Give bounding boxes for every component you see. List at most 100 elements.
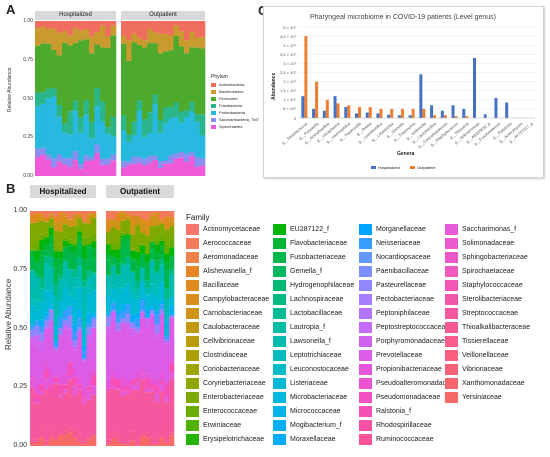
panel-c-bar-outpatient (304, 36, 308, 118)
panel-a-bar-segment-saccharibacteria_tm7 (56, 154, 63, 162)
panel-b-bar-segment (144, 287, 151, 295)
panel-a-bar-segment-actinobacteria (184, 21, 190, 41)
panel-b-bar-segment (39, 288, 45, 301)
panel-a-bar-segment-spirochaetes (168, 163, 174, 176)
panel-b-bar-segment (125, 234, 131, 237)
panel-b-bar-segment (154, 238, 160, 245)
panel-b-bar-segment (106, 295, 112, 313)
panel-b-legend-label: Clostridiaceae (203, 352, 248, 359)
panel-b-bar-segment (169, 315, 175, 318)
panel-b-ytick: 1.00 (13, 207, 27, 214)
panel-a-bar-segment-saccharibacteria_tm7 (194, 156, 201, 167)
panel-b-bar-segment (159, 304, 165, 310)
panel-b-legend-item: Cellvibrionaceae (186, 336, 255, 347)
panel-b-legend-label: Enterococcaceae (203, 408, 258, 415)
panel-c-bar-hospitalized (355, 113, 358, 118)
panel-b-legend-item: Erwiniaceae (186, 420, 241, 431)
panel-a-bar-segment-firmicutes (163, 51, 169, 108)
panel-b-bar-segment (144, 219, 151, 229)
panel-b-legend-swatch (186, 336, 199, 347)
panel-b-legend-swatch (445, 350, 458, 361)
panel-b-bar-segment (34, 250, 40, 262)
panel-a-legend-item: Spirochaetes (211, 124, 242, 129)
panel-b-bar-segment (81, 345, 87, 351)
panel-b-bar-segment (144, 247, 151, 254)
panel-b-bar-segment (44, 440, 50, 446)
panel-b-bar-segment (120, 238, 126, 245)
panel-c-bar-outpatient (379, 108, 383, 118)
panel-b-bar-segment (144, 326, 151, 374)
panel-b-bar-segment (81, 398, 87, 404)
panel-b-bar-segment (39, 377, 45, 385)
panel-b-bar-segment (63, 211, 69, 214)
panel-b-bar-segment (120, 322, 126, 327)
panel-b-bar-segment (130, 390, 136, 432)
panel-b-bar-segment (86, 386, 92, 391)
panel-b-bar-segment (58, 433, 64, 435)
panel-b-bar-segment (77, 384, 83, 388)
panel-b-bar-segment (135, 251, 141, 261)
panel-b-bar-segment (144, 318, 151, 327)
panel-b-legend-item: Actinomycetaceae (186, 224, 260, 235)
panel-b-legend-swatch (273, 224, 286, 235)
panel-b-legend-swatch (359, 406, 372, 417)
panel-b-bar-segment (106, 259, 112, 275)
panel-b-bar-segment (86, 327, 92, 335)
panel-b-bar-segment (154, 244, 160, 252)
panel-b-bar-segment (125, 284, 131, 304)
panel-b-bar-segment (164, 262, 170, 271)
panel-c-bar-outpatient (325, 99, 329, 118)
panel-b-bar-segment (53, 377, 59, 383)
panel-b-bar-segment (106, 316, 112, 327)
panel-b-bar-segment (164, 227, 170, 230)
panel-b-legend-item: Enterococcaceae (186, 406, 257, 417)
panel-b-bar-segment (135, 390, 141, 445)
panel-b-legend-swatch (273, 420, 286, 431)
panel-b-bar-segment (91, 290, 97, 315)
panel-b-legend-swatch (186, 294, 199, 305)
panel-a-bar-segment-bacteroidetes (83, 29, 90, 40)
panel-b-bar-segment (34, 321, 40, 327)
panel-a-bar-segment-saccharibacteria_tm7 (62, 158, 68, 165)
panel-b-bar-segment (149, 215, 155, 227)
panel-b-bar-segment (72, 298, 78, 325)
panel-b-bar-segment (53, 251, 59, 258)
panel-b-bar-segment (81, 258, 87, 261)
panel-b-bar-segment (53, 383, 59, 433)
panel-b-bar-segment (44, 361, 50, 370)
panel-b-bar-segment (77, 218, 83, 228)
panel-b-bar-segment (159, 255, 165, 260)
panel-b-bar-segment (149, 445, 155, 446)
panel-a-bar-segment-spirochaetes (152, 159, 159, 176)
panel-a-bar-segment-fusobacteria (131, 121, 138, 136)
panel-b-bar-segment (164, 298, 170, 313)
panel-b-bar-segment (86, 322, 92, 328)
panel-b-bar-segment (48, 227, 54, 236)
panel-b-bar-segment (72, 385, 78, 396)
panel-b-bar-segment (115, 310, 121, 315)
panel-a-bar-segment-spirochaetes (45, 159, 52, 176)
panel-b-bar-segment (149, 377, 155, 384)
panel-b-bar-segment (106, 286, 112, 296)
panel-a-bar-segment-fusobacteria (121, 115, 127, 131)
panel-b-bar-segment (135, 260, 141, 267)
panel-b-bar-segment (34, 212, 40, 220)
panel-a-bar-segment-spirochaetes (99, 164, 106, 176)
panel-b-bar-segment (77, 309, 83, 319)
panel-b-legend-item: Leuconostocaceae (273, 364, 349, 375)
panel-b-bar-segment (48, 290, 54, 306)
panel-b-bar-segment (169, 221, 175, 227)
panel-b-legend-item: Tissierellaceae (445, 336, 508, 347)
panel-a-bar-segment-bacteroidetes (189, 31, 195, 48)
panel-a-bar-segment-firmicutes (142, 47, 148, 120)
panel-b-bar-segment (48, 394, 54, 427)
panel-a-bar-segment-fusobacteria (89, 121, 95, 139)
panel-b-legend-swatch (359, 280, 372, 291)
panel-b-bar-segment (130, 272, 136, 293)
panel-b-bar-segment (77, 318, 83, 328)
panel-b-bar-segment (91, 217, 97, 236)
panel-b-bar-segment (53, 439, 59, 446)
panel-b-bar-segment (135, 280, 141, 289)
hospitalized-legend-label: Hospitalized (378, 165, 400, 170)
panel-b-bar-segment (44, 287, 50, 291)
